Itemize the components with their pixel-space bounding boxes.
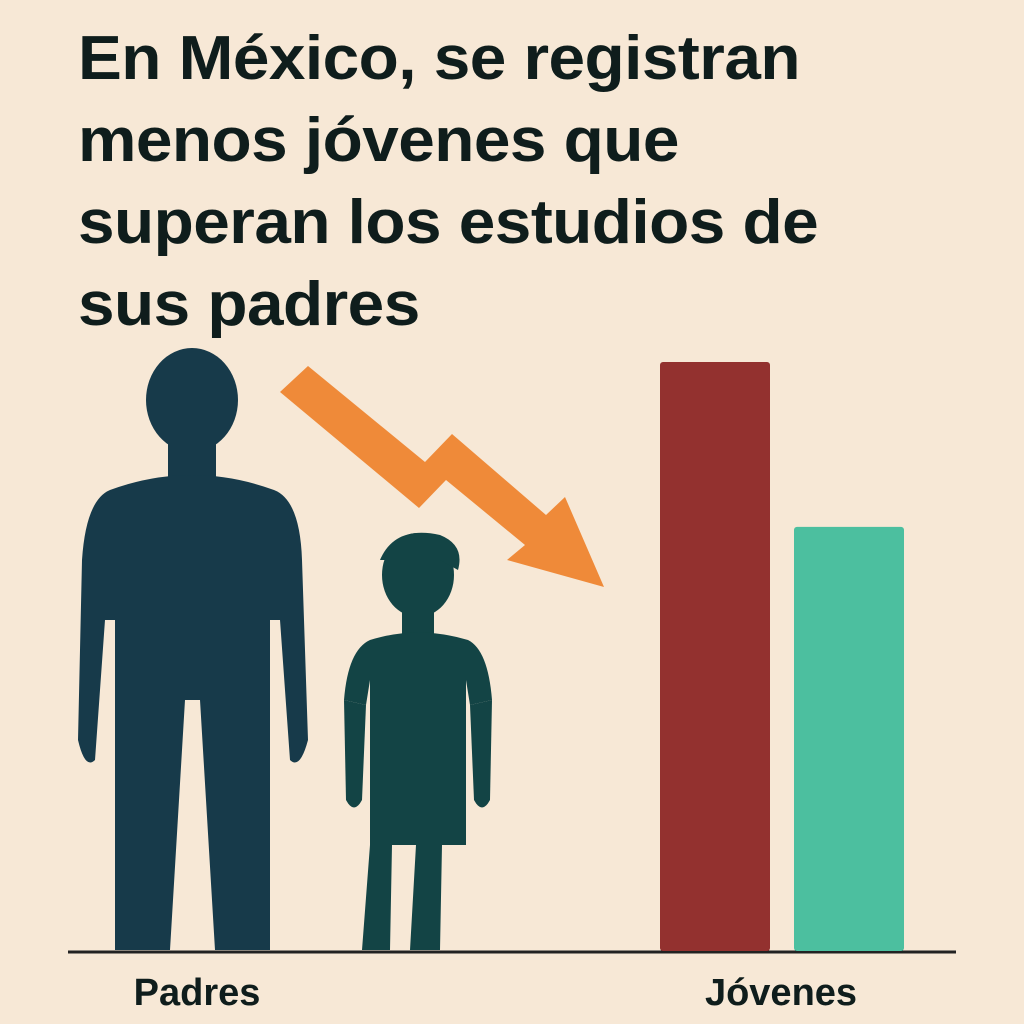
bar	[794, 526, 904, 951]
father-silhouette	[78, 348, 308, 950]
group-label: Padres	[134, 972, 261, 1014]
bar	[660, 362, 770, 951]
group-label: Jóvenes	[705, 972, 857, 1014]
decline-arrow	[280, 366, 604, 587]
child-silhouette	[344, 532, 492, 950]
chart-title: En México, se registran menos jóvenes qu…	[78, 24, 819, 339]
